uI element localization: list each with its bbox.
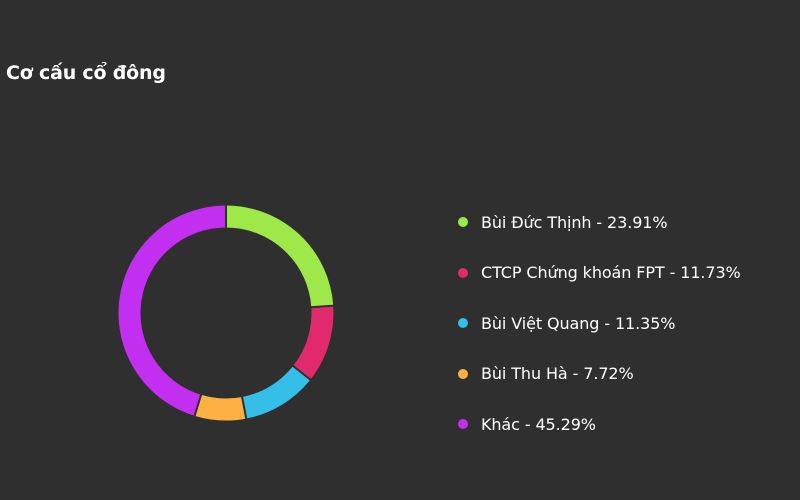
legend-marker <box>458 419 468 430</box>
legend-item-ctcp-chung-khoan-fpt[interactable]: CTCP Chứng khoán FPT - 11.73% <box>458 248 741 299</box>
slice-separator <box>193 393 203 418</box>
slice-ctcp-chung-khoan-fpt[interactable] <box>292 305 334 380</box>
legend-item-bui-duc-thinh[interactable]: Bùi Đức Thịnh - 23.91% <box>458 197 741 248</box>
slice-separator <box>240 395 248 420</box>
slice-separator <box>310 304 335 309</box>
slice-khac[interactable] <box>118 205 227 416</box>
legend-item-khac[interactable]: Khác - 45.29% <box>458 399 741 450</box>
slice-bui-thu-ha[interactable] <box>194 394 247 421</box>
legend-label: Bùi Việt Quang - 11.35% <box>481 313 676 333</box>
chart-title: Cơ cấu cổ đông <box>6 62 166 84</box>
chart-legend: Bùi Đức Thịnh - 23.91% CTCP Chứng khoán F… <box>458 197 741 450</box>
slice-bui-duc-thinh[interactable] <box>225 205 334 308</box>
legend-label: Bùi Thu Hà - 7.72% <box>481 364 634 384</box>
legend-item-bui-thu-ha[interactable]: Bùi Thu Hà - 7.72% <box>458 349 741 400</box>
legend-marker <box>458 368 468 379</box>
legend-label: Khác - 45.29% <box>481 414 596 434</box>
legend-label: Bùi Đức Thịnh - 23.91% <box>481 212 668 232</box>
legend-label: CTCP Chứng khoán FPT - 11.73% <box>481 263 741 283</box>
legend-marker <box>458 217 468 228</box>
slice-separator <box>291 364 312 382</box>
slice-bui-viet-quang[interactable] <box>241 365 311 419</box>
legend-item-bui-viet-quang[interactable]: Bùi Việt Quang - 11.35% <box>458 298 741 349</box>
legend-marker <box>458 318 468 329</box>
legend-marker <box>458 267 468 278</box>
